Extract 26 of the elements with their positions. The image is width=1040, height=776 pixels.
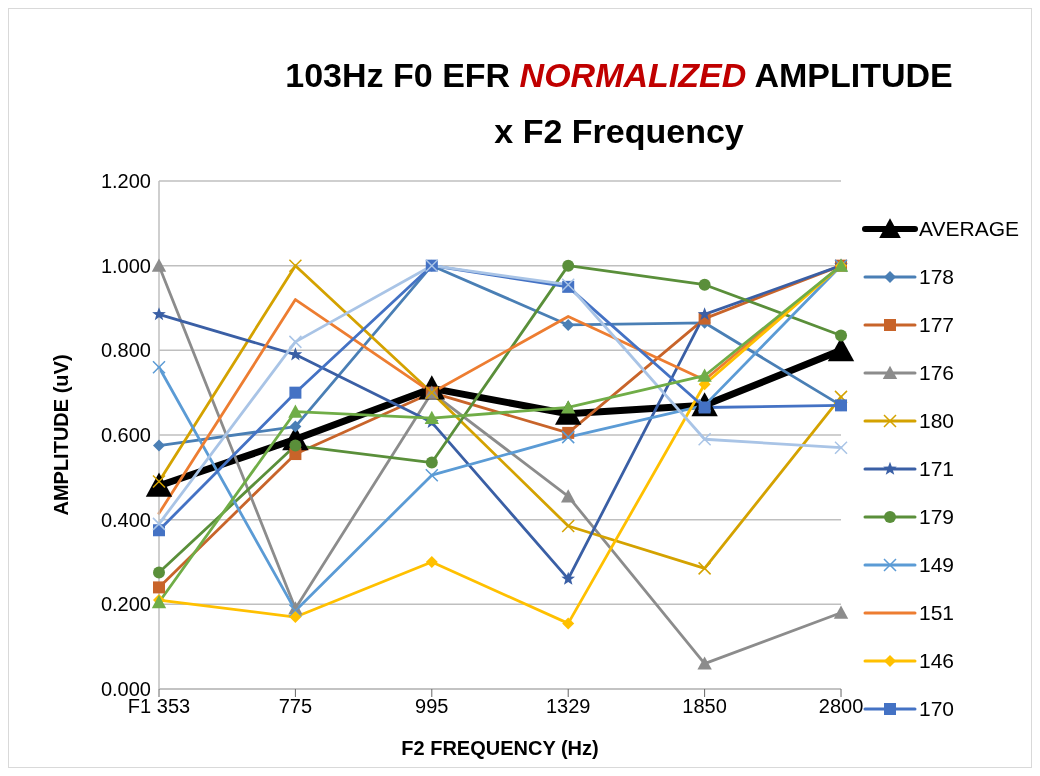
legend-label: 176 bbox=[919, 361, 955, 385]
legend-label: AVERAGE bbox=[919, 217, 1019, 241]
x-tick-label: 2800 bbox=[818, 695, 864, 718]
legend-label: 170 bbox=[919, 697, 955, 721]
y-tick-label: 0.600 bbox=[100, 424, 151, 447]
y-tick-label: 0.200 bbox=[100, 593, 151, 616]
legend-label: 149 bbox=[919, 553, 955, 577]
legend-label: 151 bbox=[919, 601, 955, 625]
legend-label: 180 bbox=[919, 409, 955, 433]
chart-title: 103Hz F0 EFR NORMALIZED AMPLITUDE x F2 Frequency bbox=[285, 56, 953, 150]
y-tick-label: 1.200 bbox=[100, 170, 151, 193]
legend-label: 171 bbox=[919, 457, 955, 481]
y-axis-title: AMPLITUDE (uV) bbox=[50, 354, 73, 516]
legend-label: 177 bbox=[919, 313, 955, 337]
legend-label: 146 bbox=[919, 649, 955, 673]
y-tick-label: 1.000 bbox=[100, 254, 151, 277]
x-axis-title: F2 FREQUENCY (Hz) bbox=[401, 737, 599, 759]
y-tick-label: 0.400 bbox=[100, 508, 151, 531]
x-tick-label: F1 353 bbox=[127, 695, 191, 718]
x-tick-label: 1329 bbox=[545, 695, 591, 718]
x-tick-label: 995 bbox=[415, 695, 449, 718]
legend-label: 179 bbox=[919, 505, 955, 529]
x-tick-label: 1850 bbox=[682, 695, 727, 718]
x-tick-label: 775 bbox=[278, 695, 313, 718]
y-tick-label: 0.800 bbox=[100, 339, 151, 362]
legend-label: 178 bbox=[919, 265, 955, 289]
